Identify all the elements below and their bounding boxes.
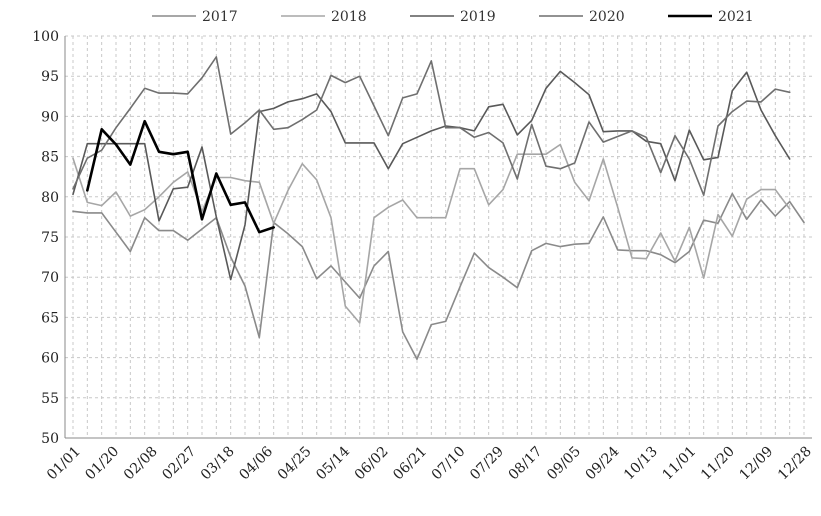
- legend-label-2018: 2018: [331, 9, 367, 25]
- y-tick-label: 85: [41, 150, 59, 166]
- y-tick-label: 70: [41, 270, 59, 286]
- series-line-2021: [86, 119, 275, 234]
- legend-label-2017: 2017: [202, 9, 238, 25]
- x-tick-label: 07/29: [467, 444, 507, 484]
- y-tick-label: 55: [41, 391, 59, 407]
- x-tick-label: 06/21: [390, 444, 430, 484]
- y-tick-label: 65: [41, 310, 59, 326]
- x-tick-label: 08/17: [506, 444, 546, 484]
- x-tick-label: 06/02: [352, 444, 392, 484]
- series-line-2017: [72, 192, 805, 360]
- y-tick-label: 75: [41, 230, 59, 246]
- x-tick-label: 09/24: [583, 443, 623, 483]
- x-tick-label: 02/08: [121, 444, 161, 484]
- y-tick-label: 60: [41, 351, 59, 367]
- x-tick-label: 11/20: [698, 444, 738, 484]
- series-line-2018: [72, 143, 791, 324]
- x-tick-label: 01/20: [82, 444, 122, 484]
- legend-label-2020: 2020: [589, 9, 625, 25]
- x-tick-label: 04/06: [236, 443, 276, 483]
- y-tick-label: 80: [41, 190, 59, 206]
- legend-label-2021: 2021: [718, 9, 754, 25]
- x-tick-label: 09/05: [544, 444, 584, 484]
- x-tick-label: 03/18: [198, 444, 238, 484]
- legend: 2017 2018 2019 2020 2021: [152, 9, 754, 25]
- y-tick-label: 50: [41, 431, 59, 447]
- x-tick-label: 04/25: [275, 444, 315, 484]
- x-tick-label: 02/27: [159, 444, 199, 484]
- series-line-2020: [72, 56, 791, 196]
- y-tick-label: 100: [32, 29, 59, 45]
- series-layer: [72, 56, 805, 360]
- x-tick-label: 07/10: [429, 444, 469, 484]
- x-tick-label: 05/14: [313, 443, 353, 483]
- x-tick-label: 01/01: [44, 444, 84, 484]
- legend-label-2019: 2019: [460, 9, 496, 25]
- x-tick-label: 12/28: [775, 444, 815, 484]
- y-tick-label: 90: [41, 109, 59, 125]
- x-tick-label: 11/01: [660, 444, 700, 484]
- y-tick-label: 95: [41, 69, 59, 85]
- x-tick-label: 12/09: [737, 444, 777, 484]
- grid: [65, 35, 812, 439]
- x-tick-label: 10/13: [621, 444, 661, 484]
